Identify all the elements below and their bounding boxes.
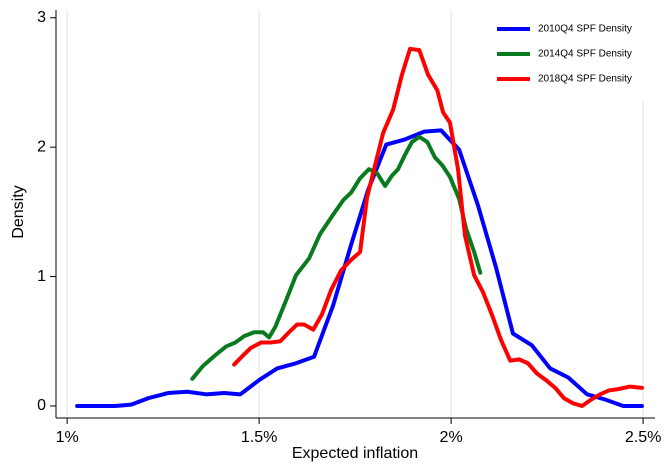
ticks: 1% 1.5% 2% 2.5% 0 1 2 3 [37,9,661,446]
x-tick-label: 1% [56,429,79,446]
legend-label: 2014Q4 SPF Density [538,49,632,60]
x-tick-label: 2.5% [625,429,661,446]
x-tick-label: 1.5% [241,429,277,446]
y-tick-label: 1 [37,268,46,285]
lines [75,46,644,408]
y-tick-label: 0 [37,397,46,414]
x-axis-title: Expected inflation [292,445,418,462]
legend: 2010Q4 SPF Density 2014Q4 SPF Density 2018… [488,10,655,100]
series-line [190,134,483,381]
y-tick-label: 3 [37,9,46,26]
y-tick-label: 2 [37,138,46,155]
legend-label: 2010Q4 SPF Density [538,24,632,35]
x-tick-label: 2% [440,429,463,446]
series-line [232,46,644,408]
series-line [75,128,644,408]
y-axis-title: Density [10,185,27,238]
legend-label: 2018Q4 SPF Density [538,74,632,85]
